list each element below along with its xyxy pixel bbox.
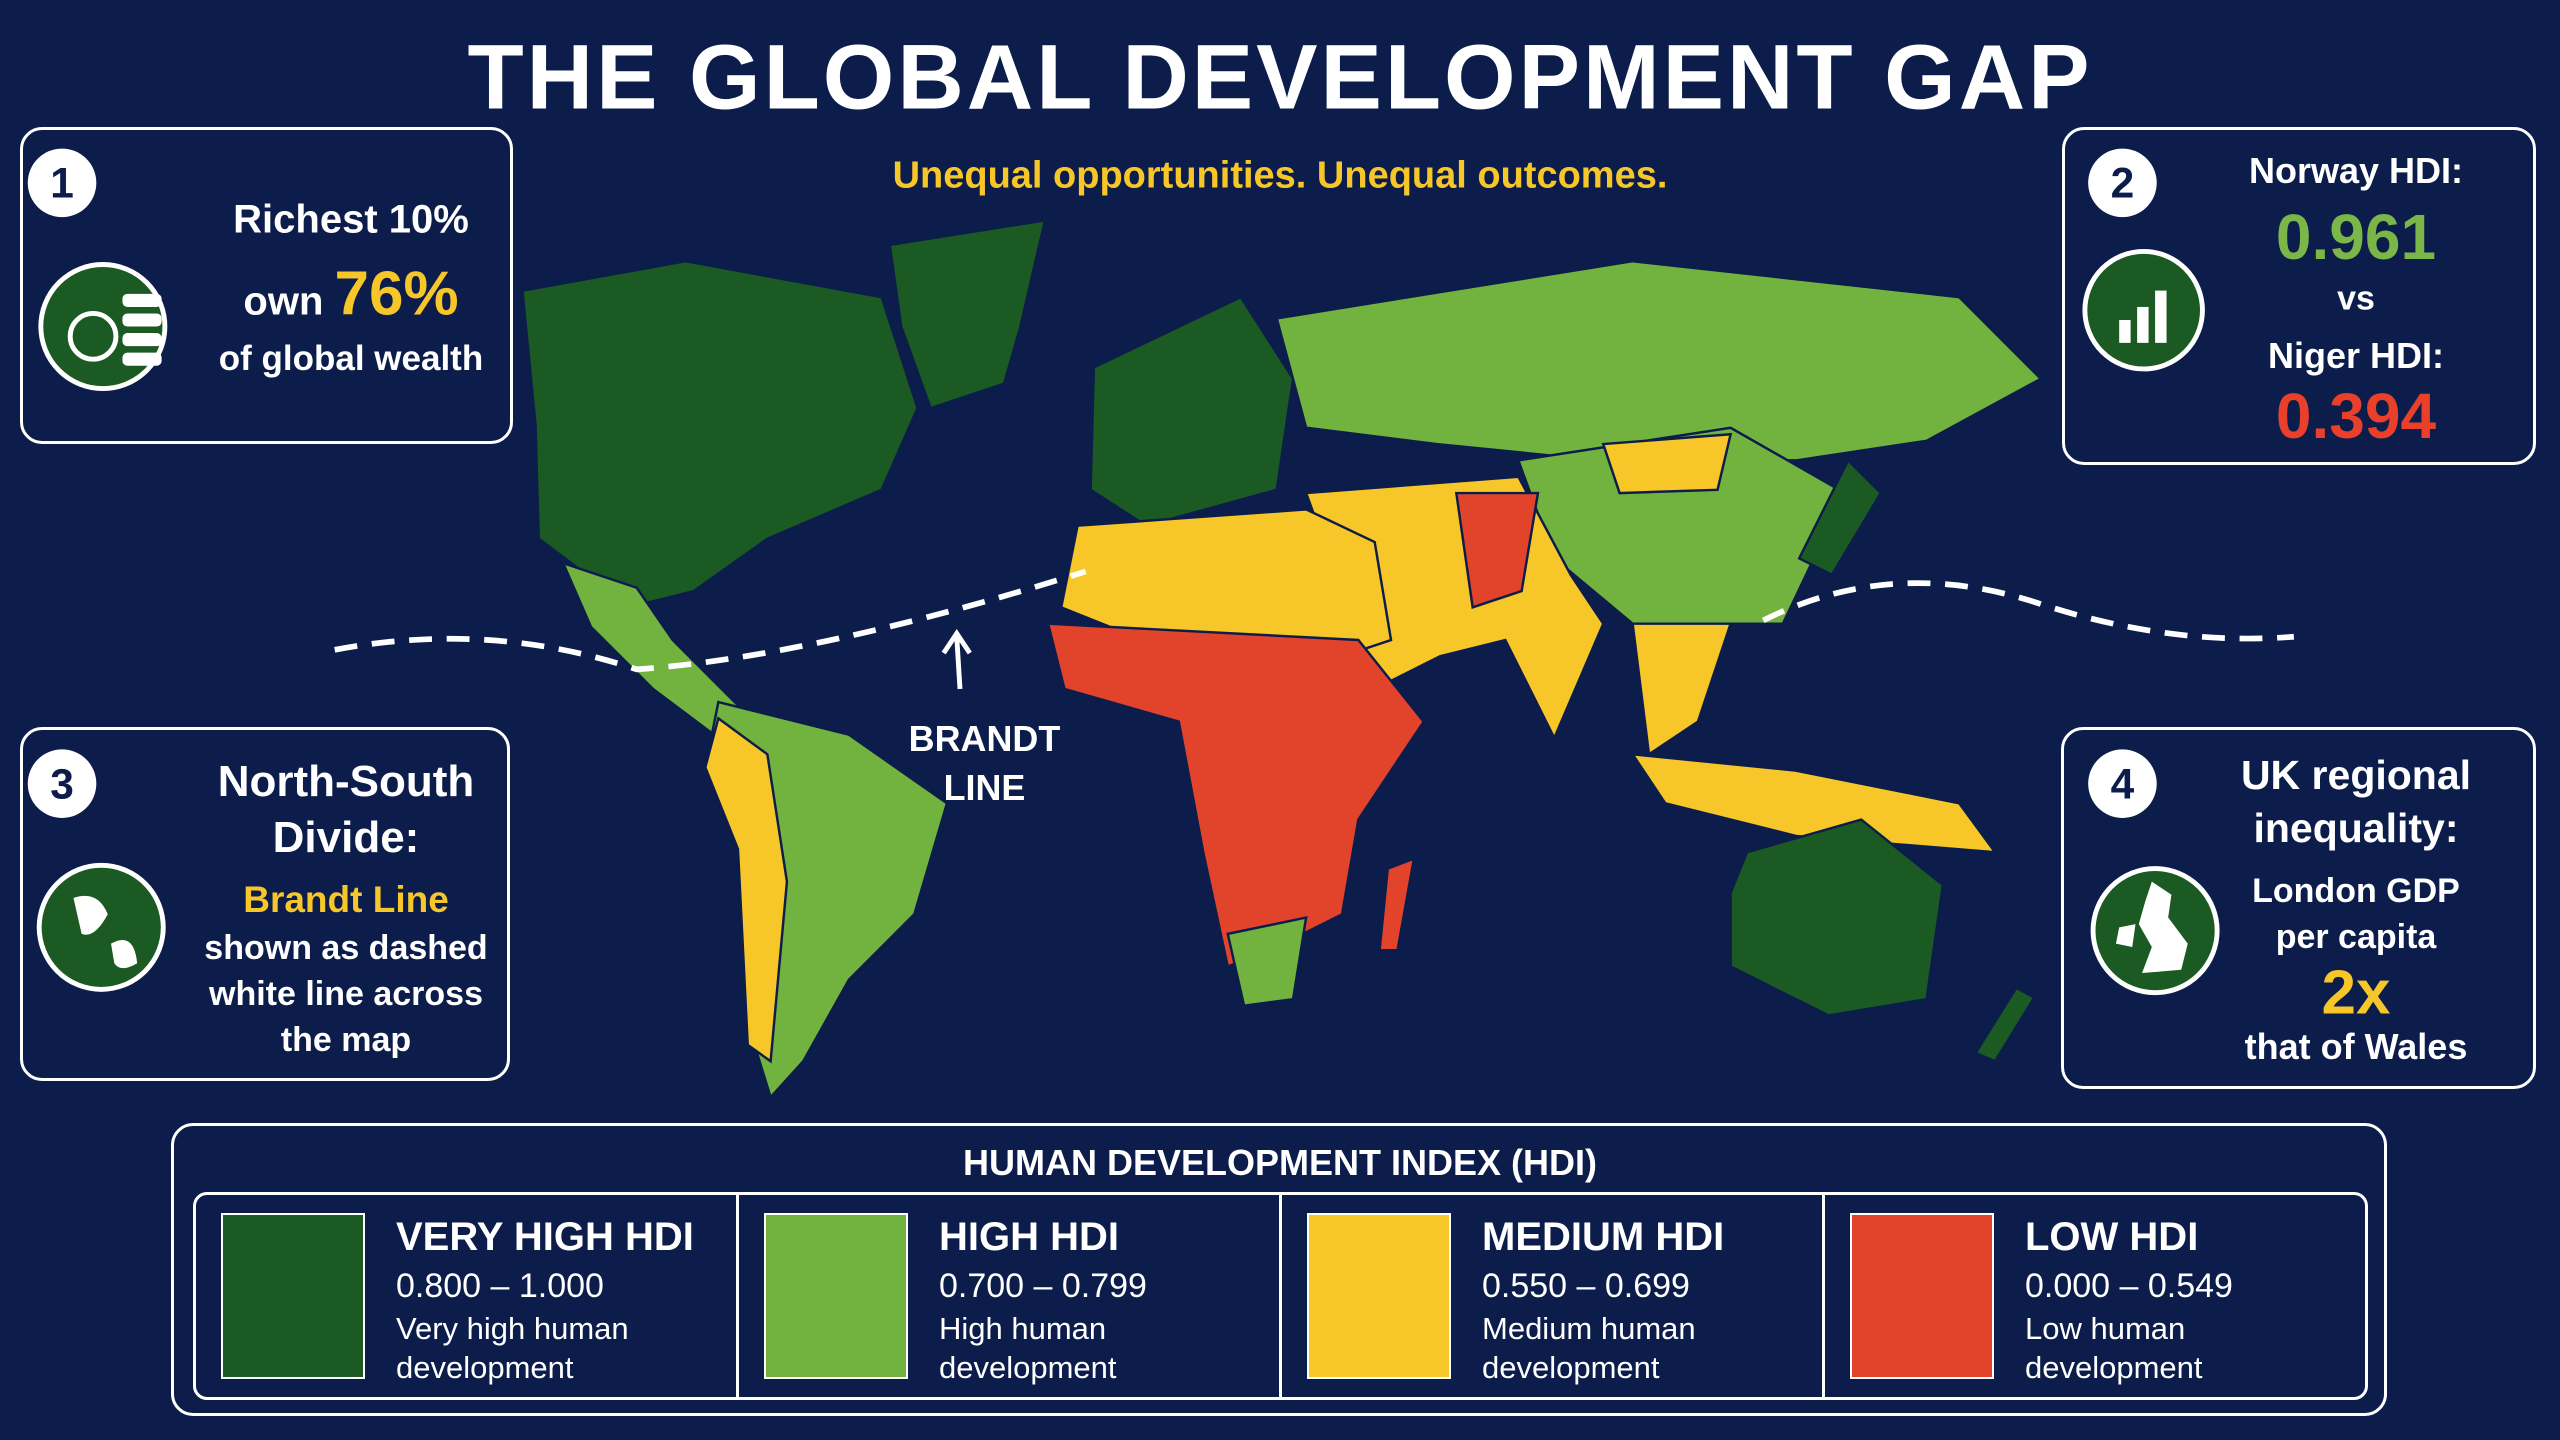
card-line: of global wealth [218,339,484,378]
legend-range: 0.550 – 0.699 [1482,1267,1690,1305]
icon-bar [2155,290,2167,343]
brandt-line-west [334,568,1087,673]
card-line: shown as dashed white line across the ma… [204,929,488,1059]
coin-icon [67,311,119,362]
brandt-line-east [1761,580,2295,642]
legend-items: VERY HIGH HDI 0.800 – 1.000 Very high huma… [193,1192,2368,1400]
legend-range: 0.800 – 1.000 [396,1267,604,1305]
andes [704,716,789,1064]
swatch [221,1213,365,1379]
legend-description: High human development [939,1311,1117,1385]
highlight: 0.961 [2275,201,2437,273]
icon-bar [2119,320,2131,343]
card-line: own [243,279,324,324]
brandt-arrow [941,629,972,690]
card-line: London GDP per capita [2252,872,2460,956]
legend-name: LOW HDI [2025,1215,2199,1259]
card-number: 2 [2111,160,2135,207]
card-number: 1 [50,160,74,207]
card [2061,727,2536,1089]
card-line: vs [2337,279,2375,318]
japan [1797,458,1883,577]
coin-stack [122,293,162,307]
legend-name: VERY HIGH HDI [396,1215,694,1259]
legend-name: HIGH HDI [939,1215,1119,1259]
russia [1275,259,2043,462]
coin-stack [122,333,162,347]
card-line: Norway HDI: [2248,150,2464,191]
card-line: that of Wales [2244,1026,2468,1067]
sub-saharan-africa [1046,622,1426,969]
world-map [521,218,2043,1100]
highlight: Brandt Line [243,879,449,920]
card-number: 3 [50,760,74,807]
indonesia [1630,752,1998,854]
card-line: Niger HDI: [2267,335,2445,376]
globe-land [73,895,138,969]
highlight: 0.394 [2275,380,2437,452]
swatch [1850,1213,1994,1379]
legend-item: VERY HIGH HDI 0.800 – 1.000 Very high huma… [196,1195,736,1397]
icon-bar [2137,306,2149,343]
title: THE GLOBAL DEVELOPMENT GAP [467,26,2093,129]
new-zealand [1973,986,2037,1063]
brandt-label: LINE [944,767,1026,808]
mongolia [1601,432,1733,495]
number-badge [27,148,97,218]
card [20,727,510,1081]
legend-name: MEDIUM HDI [1482,1215,1725,1259]
brandt-line [334,568,2295,673]
swatch [764,1213,908,1379]
number-badge [2088,148,2157,218]
legend-item: HIGH HDI 0.700 – 0.799 High human developm… [736,1195,1279,1397]
north-america [521,259,919,609]
highlight: 2x [2321,958,2391,1028]
europe [1089,295,1295,528]
brandt-label: BRANDT [909,718,1061,759]
legend-item: LOW HDI 0.000 – 0.549 Low human developmen… [1822,1195,2365,1397]
legend-description: Very high human development [396,1311,629,1385]
south-africa [1226,915,1308,1008]
card-line: own 76% [243,259,458,330]
legend-range: 0.000 – 0.549 [2025,1267,2233,1305]
madagascar [1378,856,1416,952]
pakistan [1454,491,1540,609]
card-line: UK regional inequality: [2240,752,2472,851]
swatch [1307,1213,1451,1379]
coin-stack [122,352,162,366]
subtitle: Unequal opportunities. Unequal outcomes. [892,154,1668,197]
highlight: 76% [334,259,459,329]
legend-description: Low human development [2025,1311,2203,1385]
legend-range: 0.700 – 0.799 [939,1267,1147,1305]
australia [1729,818,1945,1017]
card-line: Richest 10% [233,197,469,242]
card-line: North-South Divide: [217,757,475,862]
card-icons: 1 2 3 4 [27,148,2220,996]
greenland [888,218,1047,410]
number-badge [2088,749,2157,818]
legend-title: HUMAN DEVELOPMENT INDEX (HDI) [962,1142,1598,1183]
card [2062,127,2536,465]
coin-stack [122,313,162,327]
legend [171,1123,2387,1416]
number-badge [27,749,97,818]
legend-item: MEDIUM HDI 0.550 – 0.699 Medium human deve… [1279,1195,1822,1397]
card-number: 4 [2111,760,2135,807]
uk-shape [2115,881,2188,974]
legend-description: Medium human development [1482,1311,1696,1385]
southeast-asia [1631,622,1733,757]
north-africa [1059,508,1393,658]
card [20,127,513,444]
